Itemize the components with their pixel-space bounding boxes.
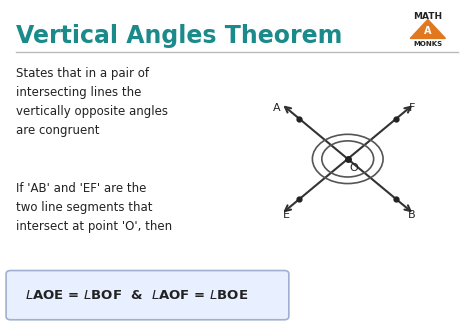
Text: E: E [283, 210, 290, 220]
Text: Vertical Angles Theorem: Vertical Angles Theorem [16, 24, 342, 48]
Text: If 'AB' and 'EF' are the
two line segments that
intersect at point 'O', then: If 'AB' and 'EF' are the two line segmen… [16, 182, 172, 233]
Text: A: A [273, 103, 281, 113]
Text: $\it{L}$AOE = $\it{L}$BOF  &  $\it{L}$AOF = $\it{L}$BOE: $\it{L}$AOE = $\it{L}$BOF & $\it{L}$AOF … [25, 289, 248, 302]
Text: B: B [408, 210, 415, 219]
FancyBboxPatch shape [6, 270, 289, 320]
Text: O: O [349, 163, 358, 173]
Text: States that in a pair of
intersecting lines the
vertically opposite angles
are c: States that in a pair of intersecting li… [16, 67, 167, 137]
Text: F: F [409, 103, 416, 113]
